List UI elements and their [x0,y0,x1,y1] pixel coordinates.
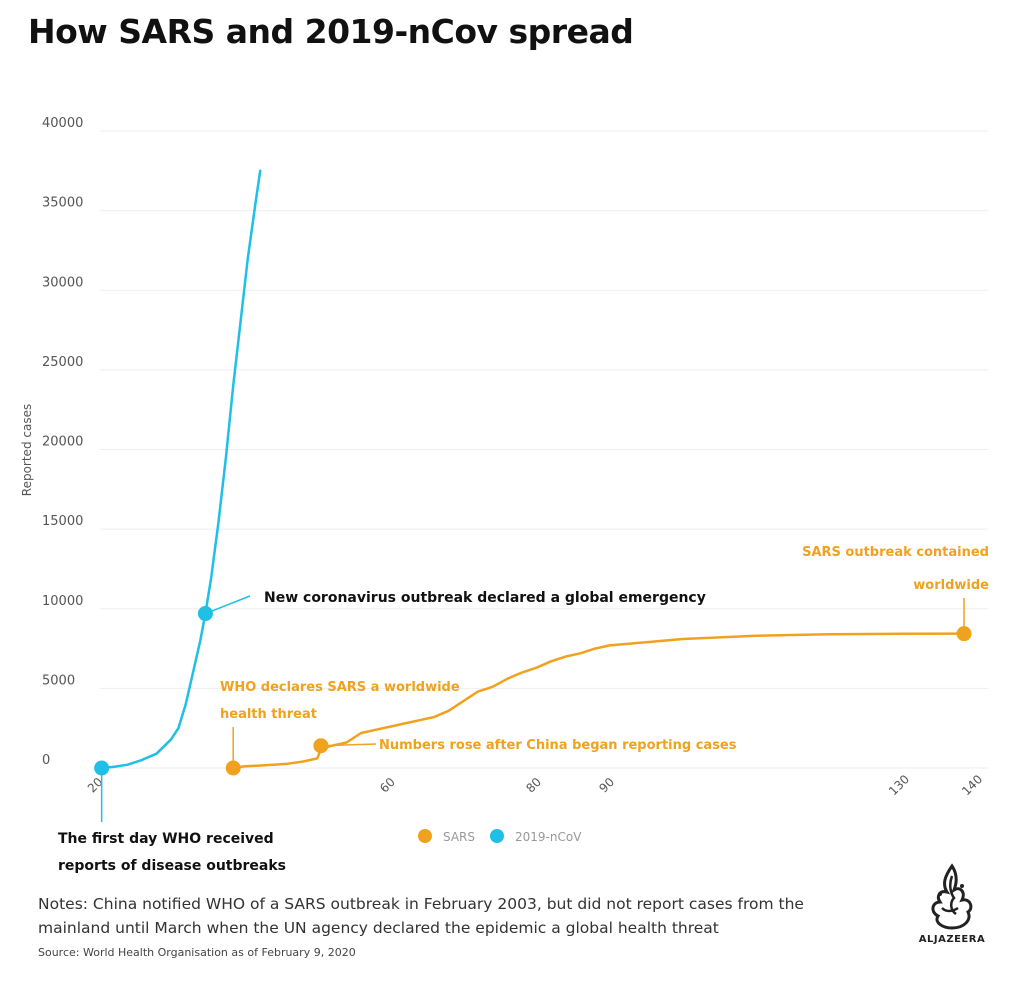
series-line-ncov [100,169,262,770]
annotation-connectors [100,595,965,822]
series-lines [100,169,966,770]
annotation-who-sars-line1: WHO declares SARS a worldwide [220,680,460,695]
y-tick-5000: 5000 [42,673,75,688]
annotation-who-sars-line2: health threat [220,707,317,722]
aljazeera-logo: ALJAZEERA [912,862,992,954]
y-tick-20000: 20000 [42,435,83,450]
marker-ncov-1 [197,606,213,622]
legend-swatch-ncov [490,829,504,843]
y-tick-30000: 30000 [42,275,83,290]
x-tick-60: 60 [377,775,398,796]
chart-source: Source: World Health Organisation as of … [38,946,356,959]
legend-label-sars: SARS [443,830,475,844]
marker-sars-0 [225,760,241,776]
annotation-contained-line2: worldwide [913,578,989,593]
x-tick-140: 140 [959,772,985,798]
y-tick-10000: 10000 [42,594,83,609]
connector-emergency [205,595,251,615]
y-tick-labels: 0 5000 10000 15000 20000 25000 30000 35000 40000 [42,116,83,768]
x-tick-80: 80 [523,775,544,796]
chart-title: How SARS and 2019-nCov spread [28,12,634,51]
marker-sars-1 [313,738,329,754]
legend-label-ncov: 2019-nCoV [515,830,582,844]
series-line-sars [231,632,966,770]
marker-ncov-0 [94,760,110,776]
legend-swatch-sars [418,829,432,843]
annotation-numbers-rose: Numbers rose after China began reporting… [379,738,737,753]
legend: SARS 2019-nCoV [418,829,582,844]
y-tick-0: 0 [42,753,50,768]
annotation-emergency: New coronavirus outbreak declared a glob… [264,590,706,606]
y-tick-35000: 35000 [42,196,83,211]
aljazeera-logo-mark [931,863,973,930]
annotation-first-day-line2: reports of disease outbreaks [58,858,286,874]
x-tick-130: 130 [886,772,912,798]
series-markers [94,606,972,776]
aljazeera-logo-text: ALJAZEERA [918,934,986,945]
annotation-contained-line1: SARS outbreak contained [802,545,989,560]
chart-area: 0 5000 10000 15000 20000 25000 30000 35000 40000… [20,116,989,874]
annotation-first-day-line1: The first day WHO received [58,831,274,847]
marker-sars-2 [956,626,972,642]
y-axis-label: Reported cases [20,404,34,496]
x-tick-90: 90 [596,775,617,796]
y-tick-25000: 25000 [42,355,83,370]
gridlines [100,130,988,769]
y-tick-15000: 15000 [42,514,83,529]
x-tick-labels: 20 60 80 90 130 140 [85,772,985,798]
y-tick-40000: 40000 [42,116,83,131]
x-tick-20: 20 [85,775,106,796]
chart-notes: Notes: China notified WHO of a SARS outb… [38,895,804,937]
